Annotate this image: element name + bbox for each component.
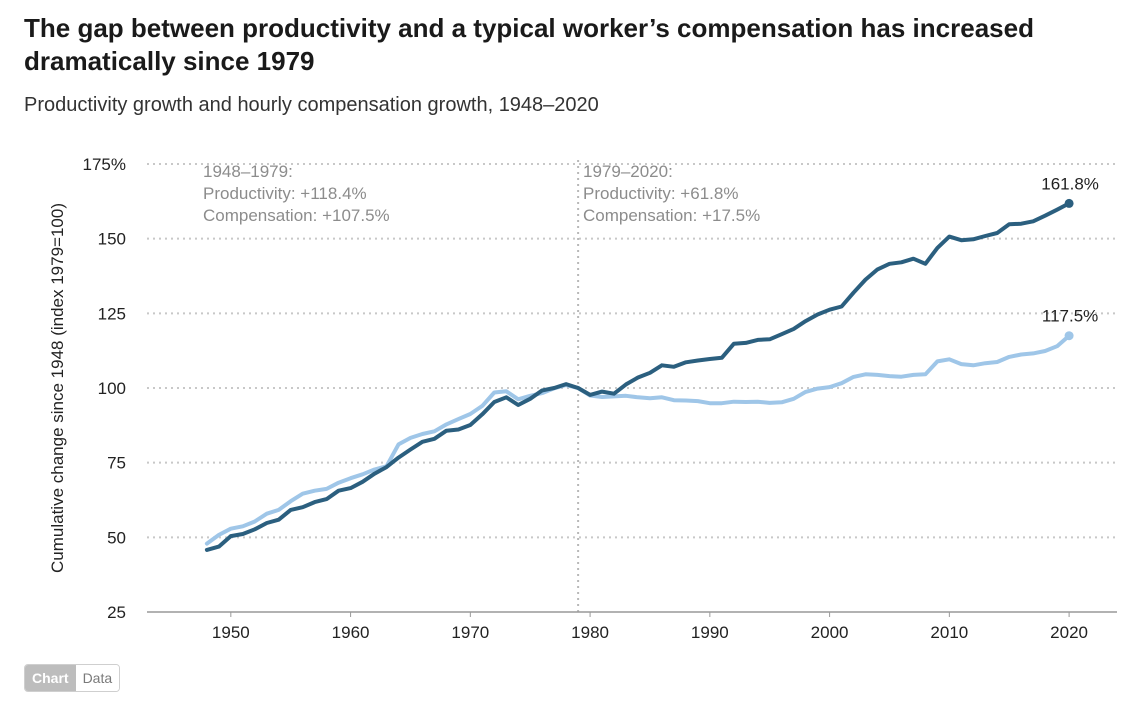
y-tick-label: 100 xyxy=(98,379,126,398)
annotation-line: 1979–2020: xyxy=(583,162,673,181)
chart-data-toggle: Chart Data xyxy=(24,664,121,692)
annotation-line: Productivity: +118.4% xyxy=(203,184,367,203)
x-tick-label: 1970 xyxy=(451,623,489,642)
x-tick-label: 2000 xyxy=(811,623,849,642)
productivity-end-label: 161.8% xyxy=(1041,174,1099,193)
axis-layer: 25 50 75 100 125 150 175% 1950 1960 1970 1980 1990 2… xyxy=(83,155,1117,642)
x-tick-label: 2010 xyxy=(930,623,968,642)
annotation-layer: 1948–1979: Productivity: +118.4% Compensat… xyxy=(203,162,760,225)
x-tick-label: 2020 xyxy=(1050,623,1088,642)
productivity-end-point xyxy=(1064,198,1074,208)
y-tick-label: 75 xyxy=(107,454,126,473)
line-chart: 25 50 75 100 125 150 175% 1950 1960 1970 1980 1990 2… xyxy=(48,155,1117,642)
annotation-line: Productivity: +61.8% xyxy=(583,184,738,203)
x-tick-label: 1990 xyxy=(691,623,729,642)
annotation-line: Compensation: +17.5% xyxy=(583,206,760,225)
y-axis-label: Cumulative change since 1948 (index 1979… xyxy=(48,203,67,573)
y-tick-label: 175% xyxy=(83,155,126,174)
x-tick-label: 1960 xyxy=(332,623,370,642)
y-tick-label: 50 xyxy=(107,528,126,547)
y-tick-label: 150 xyxy=(98,230,126,249)
annotation-line: Compensation: +107.5% xyxy=(203,206,390,225)
compensation-end-point xyxy=(1064,331,1074,341)
compensation-end-label: 117.5% xyxy=(1042,307,1098,326)
data-tab-button[interactable]: Data xyxy=(75,665,120,691)
series-layer: 117.5% 161.8% xyxy=(204,174,1099,552)
grid-layer xyxy=(147,160,1117,612)
x-tick-label: 1980 xyxy=(571,623,609,642)
chart-tab-button[interactable]: Chart xyxy=(25,665,76,691)
y-tick-label: 125 xyxy=(98,304,126,323)
x-tick-label: 1950 xyxy=(212,623,250,642)
productivity-line xyxy=(204,201,1072,552)
chart-title: The gap between productivity and a typic… xyxy=(24,13,1034,76)
compensation-line xyxy=(204,333,1072,546)
y-tick-label: 25 xyxy=(107,603,126,622)
chart-subtitle: Productivity growth and hourly compensat… xyxy=(24,94,599,116)
annotation-line: 1948–1979: xyxy=(203,162,293,181)
